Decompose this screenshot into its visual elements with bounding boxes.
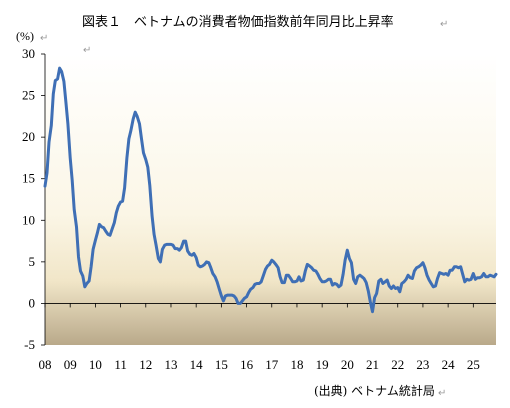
y-tick-label: 5 — [29, 254, 36, 269]
x-tick-label: 10 — [89, 357, 102, 372]
y-axis-ticks: 30 25 20 15 10 5 0 -5 — [22, 46, 45, 352]
x-tick-label: 08 — [39, 357, 52, 372]
series-group — [43, 66, 498, 314]
source-return-mark: ↵ — [438, 388, 446, 399]
x-tick-label: 25 — [467, 357, 480, 372]
y-tick-label: 30 — [22, 46, 35, 61]
x-tick-label: 21 — [366, 357, 379, 372]
x-tick-label: 17 — [265, 357, 279, 372]
y-tick-label: 10 — [22, 212, 35, 227]
x-tick-label: 09 — [64, 357, 77, 372]
y-tick-label: -5 — [24, 337, 35, 352]
x-tick-label: 22 — [391, 357, 404, 372]
x-tick-label: 11 — [114, 357, 127, 372]
cpi-series-line — [43, 66, 498, 314]
x-tick-label: 12 — [139, 357, 152, 372]
plot-return-mark: ↵ — [83, 45, 91, 56]
x-tick-label: 18 — [290, 357, 303, 372]
x-tick-label: 13 — [164, 357, 177, 372]
x-tick-label: 20 — [341, 357, 354, 372]
x-tick-label: 19 — [316, 357, 329, 372]
source-note: (出典) ベトナム統計局 — [314, 383, 435, 398]
y-tick-label: 15 — [22, 171, 35, 186]
y-tick-label: 25 — [22, 88, 35, 103]
unit-return-mark: ↵ — [40, 33, 48, 44]
y-tick-label: 0 — [29, 295, 36, 310]
x-tick-label: 15 — [215, 357, 228, 372]
x-tick-label: 16 — [240, 357, 254, 372]
x-tick-label: 24 — [442, 357, 456, 372]
chart-title: 図表１ ベトナムの消費者物価指数前年同月比上昇率 — [82, 14, 394, 30]
y-tick-label: 20 — [22, 129, 35, 144]
plot-area — [45, 54, 496, 345]
x-tick-label: 23 — [416, 357, 429, 372]
x-axis-ticks: 08 09 10 11 12 13 14 15 16 17 18 19 20 21 22 23 24 25 — [39, 303, 480, 372]
y-unit-label: (%) — [16, 29, 34, 43]
title-return-mark: ↵ — [440, 19, 448, 30]
x-tick-label: 14 — [190, 357, 204, 372]
